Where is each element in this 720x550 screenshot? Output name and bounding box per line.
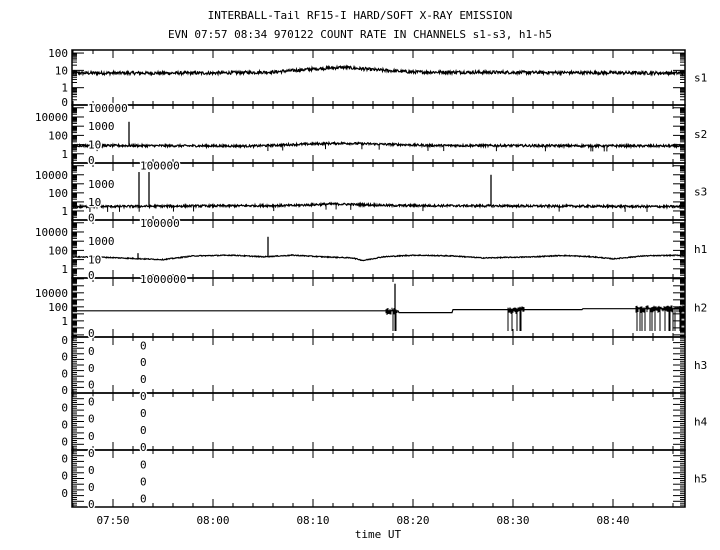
- y-tick-label-h4: 0: [88, 413, 95, 426]
- y-tick-label-s3: 1: [61, 205, 68, 218]
- y-tick-label-h1: 10000: [35, 226, 68, 239]
- y-tick-label-s1: 0: [61, 96, 68, 109]
- y-tick-label-h5: 0: [140, 492, 147, 505]
- y-tick-label-h3: 0: [61, 367, 68, 380]
- y-tick-label-h5: 0: [88, 464, 95, 477]
- x-tick-label: 08:10: [296, 514, 329, 527]
- y-tick-label-h4: 0: [140, 424, 147, 437]
- panel-frame-s1: [71, 49, 686, 106]
- y-tick-label-h3: 0: [61, 334, 68, 347]
- y-tick-label-s2: 100000: [88, 102, 128, 115]
- y-tick-label-h1: 100: [48, 244, 68, 257]
- chart-subtitle: EVN 07:57 08:34 970122 COUNT RATE IN CHA…: [167, 28, 553, 41]
- y-tick-label-s3: 100: [48, 187, 68, 200]
- y-tick-label-s1: 1: [61, 82, 68, 95]
- y-tick-label-h1: 1: [61, 263, 68, 276]
- y-tick-label-h2: 10000: [35, 287, 68, 300]
- channel-label-h4: h4: [694, 416, 708, 429]
- y-tick-label-h4: 0: [140, 441, 147, 454]
- y-tick-label-h5: 0: [61, 487, 68, 500]
- y-tick-label-h1: 0: [88, 269, 95, 282]
- y-tick-label-h4: 0: [61, 418, 68, 431]
- y-tick-label-h3: 0: [140, 373, 147, 386]
- y-tick-label-h2: 0: [88, 327, 95, 340]
- y-tick-label-h3: 0: [140, 339, 147, 352]
- series-line-s1: [72, 64, 686, 77]
- panel-frame-h4: [71, 392, 686, 451]
- y-tick-label-s3: 0: [88, 211, 95, 224]
- channel-label-h2: h2: [694, 302, 707, 315]
- y-tick-label-s3: 100000: [140, 160, 180, 173]
- channel-label-h5: h5: [694, 473, 707, 486]
- y-tick-label-h4: 0: [88, 430, 95, 443]
- y-tick-label-h4: 0: [140, 390, 147, 403]
- y-tick-label-h1: 10: [88, 254, 101, 267]
- x-axis-label: time UT: [354, 528, 402, 541]
- y-tick-label-h4: 0: [61, 401, 68, 414]
- y-tick-label-h1: 100000: [140, 217, 180, 230]
- y-tick-label-h2: 100: [48, 301, 68, 314]
- y-tick-label-s1: 100: [48, 47, 68, 60]
- panel-frame-s2: [71, 104, 686, 164]
- series-line-s3: [72, 201, 686, 210]
- channel-label-h1: h1: [694, 243, 707, 256]
- y-tick-label-h3: 0: [61, 351, 68, 364]
- y-tick-label-h5: 0: [140, 458, 147, 471]
- y-tick-label-s3: 10: [88, 196, 101, 209]
- x-tick-label: 08:00: [196, 514, 229, 527]
- y-tick-label-h5: 0: [61, 470, 68, 483]
- y-tick-label-s3: 1000: [88, 178, 115, 191]
- y-tick-label-s2: 100: [48, 129, 68, 142]
- y-tick-label-h3: 0: [61, 384, 68, 397]
- y-tick-label-s3: 10000: [35, 169, 68, 182]
- y-tick-label-s2: 10000: [35, 111, 68, 124]
- y-tick-label-h3: 0: [140, 356, 147, 369]
- y-tick-label-h5: 0: [88, 447, 95, 460]
- channel-label-h3: h3: [694, 359, 707, 372]
- y-tick-label-s2: 1: [61, 148, 68, 161]
- y-tick-label-h3: 0: [88, 345, 95, 358]
- y-tick-label-h4: 0: [61, 435, 68, 448]
- y-tick-label-h4: 0: [140, 407, 147, 420]
- series-line-h2: [73, 308, 685, 314]
- y-tick-label-s2: 1000: [88, 120, 115, 133]
- y-tick-label-h3: 0: [88, 362, 95, 375]
- y-tick-label-h5: 0: [88, 498, 95, 511]
- chart-title: INTERBALL-Tail RF15-I HARD/SOFT X-RAY EM…: [207, 9, 513, 22]
- x-tick-label: 08:20: [396, 514, 429, 527]
- channel-label-s1: s1: [694, 72, 707, 85]
- panel-frame-h2: [71, 277, 686, 338]
- channel-label-s2: s2: [694, 128, 707, 141]
- y-tick-label-h5: 0: [61, 453, 68, 466]
- y-tick-label-h5: 0: [140, 475, 147, 488]
- panel-frame-h5: [71, 449, 686, 508]
- y-tick-label-s1: 10: [55, 64, 68, 77]
- x-tick-label: 07:50: [96, 514, 129, 527]
- x-tick-label: 08:30: [496, 514, 529, 527]
- x-tick-label: 08:40: [596, 514, 629, 527]
- y-tick-label-s2: 10: [88, 139, 101, 152]
- y-tick-label-h2: 1: [61, 315, 68, 328]
- series-line-h1: [72, 253, 685, 262]
- channel-label-s3: s3: [694, 186, 707, 199]
- y-tick-label-h3: 0: [88, 379, 95, 392]
- y-tick-label-h2: 1000000: [140, 273, 186, 286]
- y-tick-label-h4: 0: [88, 396, 95, 409]
- y-tick-label-s2: 0: [88, 154, 95, 167]
- y-tick-label-h5: 0: [88, 481, 95, 494]
- y-tick-label-h1: 1000: [88, 235, 115, 248]
- panel-frame-h3: [71, 336, 686, 394]
